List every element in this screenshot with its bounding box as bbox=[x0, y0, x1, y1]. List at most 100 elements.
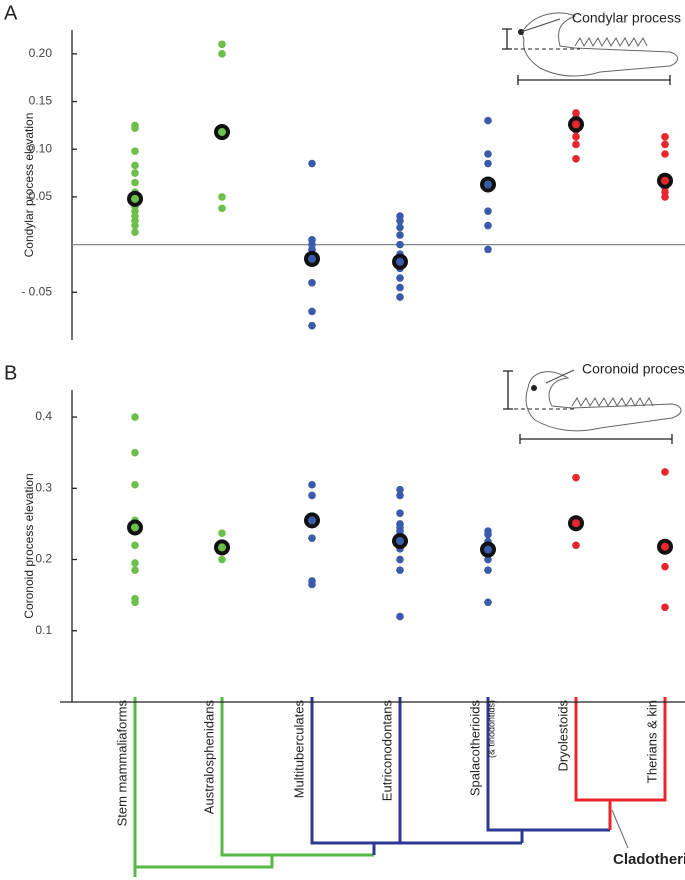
group-mean-core bbox=[661, 542, 669, 551]
data-point bbox=[131, 413, 139, 421]
data-point bbox=[218, 40, 226, 49]
data-point bbox=[396, 223, 404, 232]
taxon-label: Eutriconodontans bbox=[379, 700, 394, 802]
data-point bbox=[131, 228, 139, 237]
taxon-label: Dryolestoids bbox=[555, 700, 570, 772]
data-point bbox=[308, 491, 316, 500]
data-point bbox=[131, 541, 139, 550]
y-tick-label: 0.10 bbox=[29, 141, 53, 155]
y-axis-label: Condylar process elevation bbox=[22, 113, 36, 258]
group-mean-core bbox=[396, 537, 404, 546]
data-point bbox=[484, 566, 492, 575]
cladogram bbox=[133, 697, 667, 877]
taxon-label: Stem mammaliaforms bbox=[114, 700, 129, 827]
data-point bbox=[484, 245, 492, 254]
group-mean-core bbox=[131, 523, 139, 532]
taxon-note: (& tinodontids) bbox=[486, 700, 496, 758]
data-point bbox=[396, 612, 404, 621]
data-point bbox=[308, 278, 316, 287]
group-mean-core bbox=[308, 254, 316, 263]
taxon-label: Australosphenidans bbox=[201, 700, 216, 815]
group-mean-core bbox=[572, 519, 580, 528]
inset-label: Condylar process bbox=[572, 10, 681, 26]
taxon-label: Therians & kin bbox=[644, 700, 659, 783]
data-point bbox=[131, 598, 139, 607]
data-point bbox=[572, 133, 580, 141]
group-mean-core bbox=[218, 543, 226, 552]
data-point bbox=[218, 529, 226, 537]
data-point bbox=[396, 231, 404, 239]
data-point bbox=[396, 293, 404, 301]
data-point bbox=[218, 50, 226, 58]
y-tick-label: - 0.05 bbox=[21, 284, 52, 298]
data-point bbox=[484, 221, 492, 230]
data-point bbox=[661, 133, 669, 141]
data-point bbox=[131, 221, 139, 230]
data-point bbox=[131, 480, 139, 489]
data-point bbox=[396, 216, 404, 225]
data-point bbox=[218, 204, 226, 213]
data-point bbox=[484, 555, 492, 564]
y-tick-label: 0.15 bbox=[29, 94, 53, 108]
data-point bbox=[396, 566, 404, 575]
data-point bbox=[661, 150, 669, 158]
data-point bbox=[396, 491, 404, 500]
y-tick-label: 0.3 bbox=[35, 480, 52, 494]
data-point bbox=[484, 159, 492, 168]
data-point bbox=[661, 468, 669, 476]
y-tick-label: 0.2 bbox=[35, 552, 52, 566]
data-point bbox=[131, 566, 139, 575]
data-point bbox=[484, 598, 492, 607]
group-mean-core bbox=[661, 176, 669, 185]
data-point bbox=[218, 555, 226, 564]
data-point bbox=[131, 448, 139, 457]
data-point bbox=[131, 559, 139, 567]
data-point bbox=[396, 283, 404, 292]
y-tick-label: 0.05 bbox=[29, 189, 53, 203]
data-point bbox=[308, 321, 316, 330]
data-point bbox=[308, 480, 316, 489]
taxon-label: Spalacotherioids bbox=[467, 700, 482, 797]
group-mean-core bbox=[218, 128, 226, 137]
y-tick-label: 0.20 bbox=[29, 46, 53, 60]
data-point bbox=[572, 154, 580, 163]
inset-label: Coronoid process bbox=[582, 361, 685, 377]
group-mean-core bbox=[484, 180, 492, 189]
data-point bbox=[572, 541, 580, 550]
y-tick-label: 0.4 bbox=[35, 409, 52, 423]
data-point bbox=[308, 159, 316, 168]
data-point bbox=[396, 509, 404, 518]
data-point bbox=[308, 307, 316, 316]
data-point bbox=[308, 534, 316, 542]
data-point bbox=[396, 274, 404, 282]
jaw-inset-a bbox=[502, 12, 678, 85]
data-point bbox=[131, 169, 139, 177]
data-point bbox=[308, 580, 316, 589]
data-point bbox=[131, 178, 139, 187]
data-point bbox=[661, 193, 669, 201]
taxon-label: Multituberculates bbox=[291, 700, 306, 799]
y-axis-label: Coronoid process elevation bbox=[22, 473, 36, 618]
data-point bbox=[661, 603, 669, 612]
y-tick-label: 0.1 bbox=[35, 623, 52, 637]
data-point bbox=[396, 240, 404, 249]
data-point bbox=[572, 473, 580, 482]
data-point bbox=[131, 147, 139, 155]
data-point bbox=[396, 555, 404, 564]
data-point bbox=[131, 124, 139, 133]
data-point bbox=[484, 116, 492, 125]
group-mean-core bbox=[572, 120, 580, 129]
panel-label: B bbox=[4, 362, 17, 384]
data-point bbox=[661, 562, 669, 571]
group-mean-core bbox=[308, 516, 316, 525]
jaw-inset-b bbox=[503, 369, 682, 444]
data-point bbox=[572, 140, 580, 149]
data-point bbox=[661, 140, 669, 149]
group-mean-core bbox=[396, 257, 404, 266]
data-point bbox=[218, 193, 226, 201]
group-mean-core bbox=[484, 545, 492, 554]
data-point bbox=[396, 485, 404, 494]
panel-label: A bbox=[4, 2, 18, 24]
data-point bbox=[484, 150, 492, 158]
